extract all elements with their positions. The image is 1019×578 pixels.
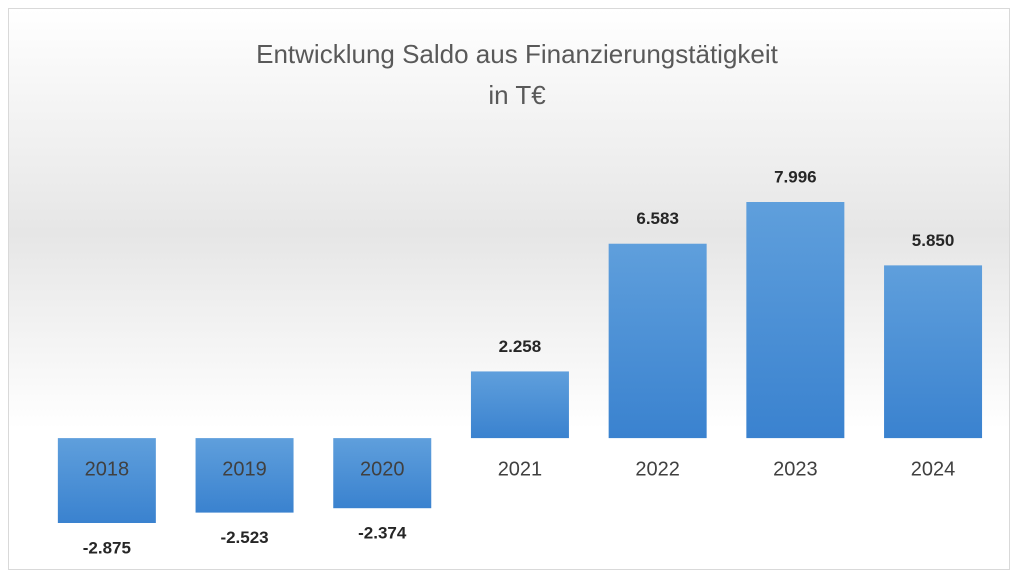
x-tick-label: 2023	[773, 458, 818, 480]
bar	[195, 438, 294, 513]
data-label: 5.850	[912, 231, 955, 250]
bar	[884, 265, 983, 439]
chart-subtitle: in T€	[488, 80, 546, 110]
x-tick-label: 2021	[498, 458, 543, 480]
x-tick-label: 2018	[85, 458, 130, 480]
x-tick-label: 2019	[222, 458, 267, 480]
bar	[333, 438, 432, 509]
data-label: -2.523	[220, 528, 268, 547]
chart-title: Entwicklung Saldo aus Finanzierungstätig…	[256, 39, 779, 69]
bar	[746, 202, 845, 439]
x-tick-label: 2020	[360, 458, 405, 480]
bar	[608, 243, 707, 439]
bar	[470, 371, 569, 439]
bar	[57, 438, 156, 523]
x-tick-label: 2024	[911, 458, 956, 480]
x-tick-label: 2022	[635, 458, 680, 480]
data-label: 6.583	[636, 209, 679, 228]
data-label: 7.996	[774, 167, 817, 186]
data-label: 2.258	[499, 337, 542, 356]
data-label: -2.374	[358, 524, 407, 543]
data-label: -2.875	[83, 538, 131, 557]
